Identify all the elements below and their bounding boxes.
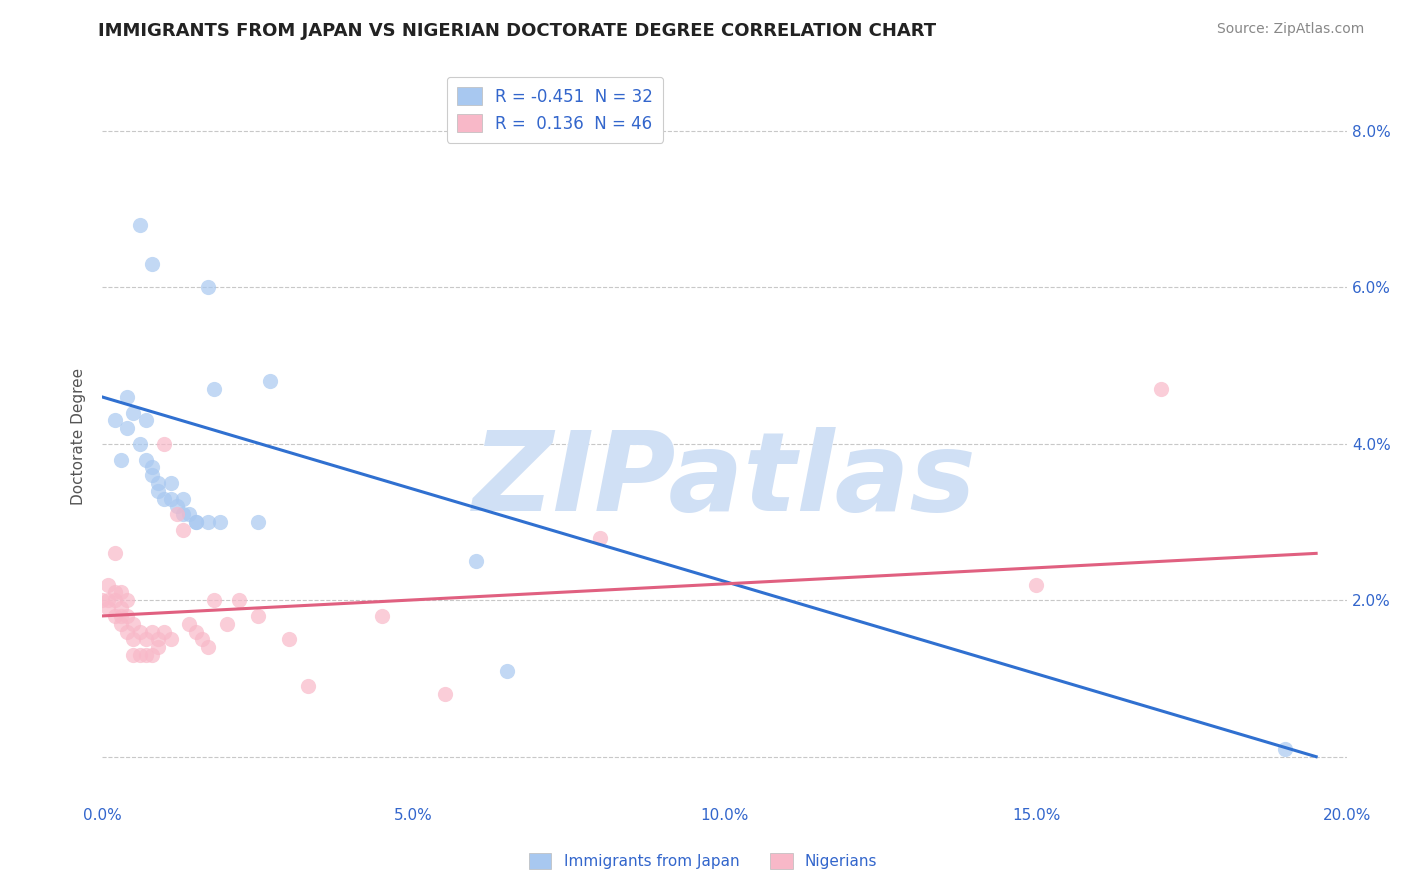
Point	[228, 593, 250, 607]
Point	[97, 593, 120, 607]
Legend: R = -0.451  N = 32, R =  0.136  N = 46: R = -0.451 N = 32, R = 0.136 N = 46	[447, 77, 662, 143]
Point	[297, 679, 319, 693]
Point	[110, 601, 132, 615]
Point	[104, 593, 127, 607]
Point	[122, 616, 145, 631]
Text: Source: ZipAtlas.com: Source: ZipAtlas.com	[1216, 22, 1364, 37]
Point	[97, 577, 120, 591]
Point	[128, 218, 150, 232]
Point	[91, 593, 114, 607]
Point	[589, 531, 612, 545]
Point	[179, 616, 201, 631]
Point	[128, 648, 150, 662]
Point	[1149, 382, 1171, 396]
Point	[115, 390, 138, 404]
Point	[104, 546, 127, 560]
Point	[135, 413, 157, 427]
Point	[433, 687, 456, 701]
Point	[184, 515, 207, 529]
Point	[197, 640, 219, 655]
Point	[246, 515, 269, 529]
Point	[153, 491, 176, 506]
Point	[159, 491, 181, 506]
Point	[104, 413, 127, 427]
Point	[191, 632, 214, 647]
Point	[202, 382, 225, 396]
Point	[172, 508, 194, 522]
Point	[246, 609, 269, 624]
Point	[464, 554, 486, 568]
Point	[128, 437, 150, 451]
Point	[97, 601, 120, 615]
Point	[110, 616, 132, 631]
Point	[104, 609, 127, 624]
Point	[259, 374, 281, 388]
Legend: Immigrants from Japan, Nigerians: Immigrants from Japan, Nigerians	[523, 847, 883, 875]
Y-axis label: Doctorate Degree: Doctorate Degree	[72, 368, 86, 505]
Text: IMMIGRANTS FROM JAPAN VS NIGERIAN DOCTORATE DEGREE CORRELATION CHART: IMMIGRANTS FROM JAPAN VS NIGERIAN DOCTOR…	[98, 22, 936, 40]
Point	[278, 632, 301, 647]
Point	[166, 508, 188, 522]
Point	[115, 421, 138, 435]
Point	[172, 523, 194, 537]
Point	[110, 585, 132, 599]
Point	[159, 475, 181, 490]
Point	[1025, 577, 1047, 591]
Point	[104, 585, 127, 599]
Point	[184, 624, 207, 639]
Point	[1274, 742, 1296, 756]
Point	[159, 632, 181, 647]
Point	[110, 452, 132, 467]
Point	[215, 616, 238, 631]
Point	[122, 648, 145, 662]
Point	[153, 624, 176, 639]
Point	[197, 515, 219, 529]
Point	[495, 664, 517, 678]
Point	[172, 491, 194, 506]
Point	[166, 500, 188, 514]
Point	[122, 632, 145, 647]
Point	[110, 609, 132, 624]
Point	[141, 624, 163, 639]
Point	[115, 593, 138, 607]
Point	[135, 648, 157, 662]
Point	[141, 468, 163, 483]
Point	[141, 257, 163, 271]
Point	[115, 609, 138, 624]
Point	[135, 452, 157, 467]
Point	[209, 515, 232, 529]
Point	[148, 640, 170, 655]
Point	[371, 609, 394, 624]
Point	[148, 632, 170, 647]
Point	[141, 460, 163, 475]
Point	[148, 483, 170, 498]
Point	[184, 515, 207, 529]
Point	[128, 624, 150, 639]
Point	[141, 648, 163, 662]
Point	[179, 508, 201, 522]
Point	[148, 475, 170, 490]
Point	[115, 624, 138, 639]
Text: ZIPatlas: ZIPatlas	[472, 426, 977, 533]
Point	[202, 593, 225, 607]
Point	[197, 280, 219, 294]
Point	[135, 632, 157, 647]
Point	[122, 406, 145, 420]
Point	[153, 437, 176, 451]
